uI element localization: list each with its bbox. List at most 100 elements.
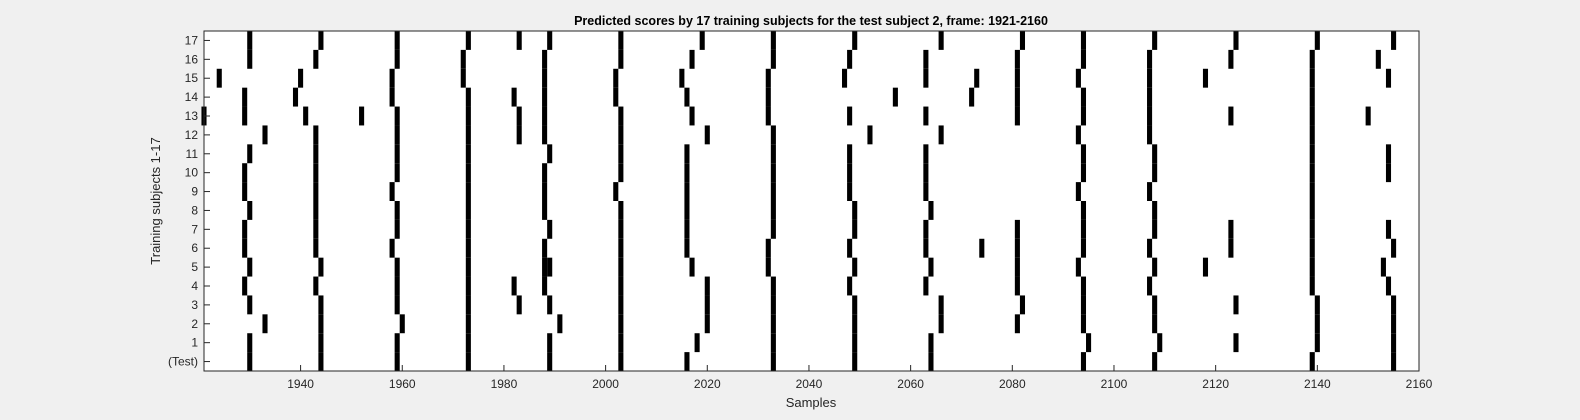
event-cell	[399, 314, 405, 334]
event-cell	[1391, 238, 1397, 258]
x-tick-label: 1960	[389, 377, 416, 391]
event-cell	[1309, 182, 1315, 201]
event-cell	[1147, 49, 1153, 69]
event-cell	[618, 238, 624, 258]
event-cell	[618, 257, 624, 277]
event-cell	[1375, 49, 1381, 69]
event-cell	[1391, 333, 1397, 353]
event-cell	[547, 295, 553, 315]
event-cell	[313, 238, 319, 258]
event-cell	[247, 144, 253, 164]
event-cell	[842, 68, 848, 88]
event-cell	[1080, 106, 1087, 126]
event-cell	[1014, 238, 1020, 258]
event-cell	[770, 333, 776, 353]
event-cell	[465, 31, 471, 50]
event-cell	[318, 257, 324, 277]
event-cell	[313, 163, 319, 183]
event-cell	[852, 295, 858, 315]
y-tick-label: 2	[191, 317, 198, 331]
event-cell	[262, 125, 268, 145]
event-cell	[1080, 238, 1087, 258]
y-tick-label: 1	[191, 336, 198, 350]
event-cell	[247, 49, 253, 69]
event-cell	[1014, 314, 1020, 334]
event-cell	[1202, 68, 1209, 88]
event-cell	[1228, 219, 1234, 239]
event-cell	[618, 144, 624, 164]
event-cell	[770, 182, 776, 201]
y-tick-label: 10	[185, 166, 199, 180]
event-cell	[1380, 257, 1386, 277]
y-tick-label: 9	[191, 185, 198, 199]
event-cell	[318, 333, 324, 353]
event-cell	[770, 144, 776, 164]
event-cell	[847, 144, 853, 164]
event-cell	[852, 219, 858, 239]
event-cell	[1233, 295, 1239, 315]
event-cell	[852, 201, 858, 220]
event-cell	[313, 144, 319, 164]
event-cell	[1080, 314, 1087, 334]
event-cell	[318, 31, 324, 50]
event-cell	[465, 276, 471, 296]
event-cell	[247, 333, 253, 353]
event-cell	[847, 106, 853, 126]
event-cell	[303, 106, 309, 126]
event-marks	[201, 31, 1397, 371]
event-cell	[247, 295, 253, 315]
event-cell	[1080, 163, 1087, 183]
event-cell	[1014, 219, 1020, 239]
y-tick-label: 13	[185, 109, 199, 123]
y-tick-label: 11	[186, 147, 199, 161]
event-cell	[770, 201, 776, 220]
event-cell	[852, 352, 858, 371]
event-cell	[542, 201, 548, 220]
event-cell	[1075, 257, 1081, 277]
event-cell	[974, 68, 980, 88]
event-cell	[1314, 295, 1320, 315]
event-cell	[1152, 31, 1158, 50]
event-cell	[1391, 295, 1397, 315]
event-cell	[542, 125, 548, 145]
event-cell	[516, 295, 522, 315]
event-cell	[394, 163, 400, 183]
event-cell	[389, 87, 395, 107]
event-cell	[1014, 49, 1020, 69]
y-tick-label: (Test)	[168, 355, 198, 369]
event-cell	[359, 106, 365, 126]
event-cell	[1202, 257, 1209, 277]
x-tick-label: 1940	[287, 377, 314, 391]
event-cell	[511, 87, 517, 107]
y-tick-label: 14	[185, 90, 199, 104]
event-cell	[1309, 201, 1315, 220]
event-cell	[242, 106, 248, 126]
event-cell	[313, 219, 319, 239]
event-cell	[542, 106, 548, 126]
event-cell	[394, 125, 400, 145]
x-tick-label: 1980	[491, 377, 518, 391]
event-cell	[684, 163, 690, 183]
event-cell	[923, 106, 929, 126]
event-cell	[1019, 31, 1026, 50]
event-cell	[242, 238, 248, 258]
event-cell	[1147, 87, 1153, 107]
event-cell	[542, 87, 548, 107]
event-cell	[765, 68, 771, 88]
plot-frame	[203, 30, 1420, 372]
event-cell	[923, 276, 929, 296]
event-cell	[684, 201, 690, 220]
event-cell	[1228, 49, 1234, 69]
event-cell	[465, 352, 471, 371]
event-cell	[394, 257, 400, 277]
x-tick-label: 2140	[1304, 377, 1331, 391]
event-cell	[1385, 163, 1392, 183]
y-tick-label: 12	[185, 128, 199, 142]
event-cell	[547, 144, 553, 164]
event-cell	[923, 68, 929, 88]
event-cell	[618, 31, 624, 50]
y-axis-label: Training subjects 1-17	[148, 137, 163, 264]
event-cell	[847, 49, 853, 69]
event-cell	[516, 125, 522, 145]
